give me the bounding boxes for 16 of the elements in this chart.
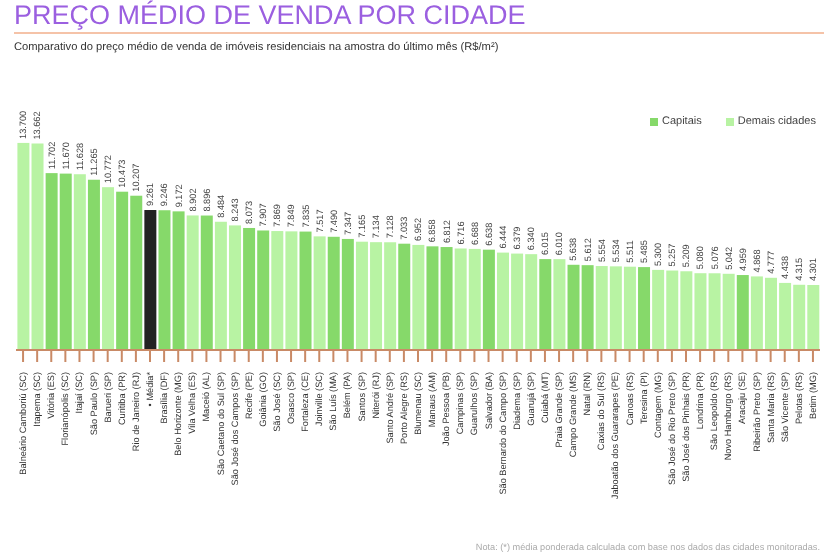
bar <box>539 259 552 350</box>
chart-title: PREÇO MÉDIO DE VENDA POR CIDADE <box>14 0 526 30</box>
bar <box>144 210 157 350</box>
bar <box>398 243 411 350</box>
bar <box>412 244 425 350</box>
bar <box>186 215 199 350</box>
bar <box>200 215 213 350</box>
bar <box>87 179 100 350</box>
bar <box>299 231 312 350</box>
bar <box>553 259 566 350</box>
bar <box>102 187 115 350</box>
bar <box>482 249 495 350</box>
bar <box>638 267 651 350</box>
bar <box>313 236 326 350</box>
bar <box>73 174 86 350</box>
bar <box>736 275 749 350</box>
